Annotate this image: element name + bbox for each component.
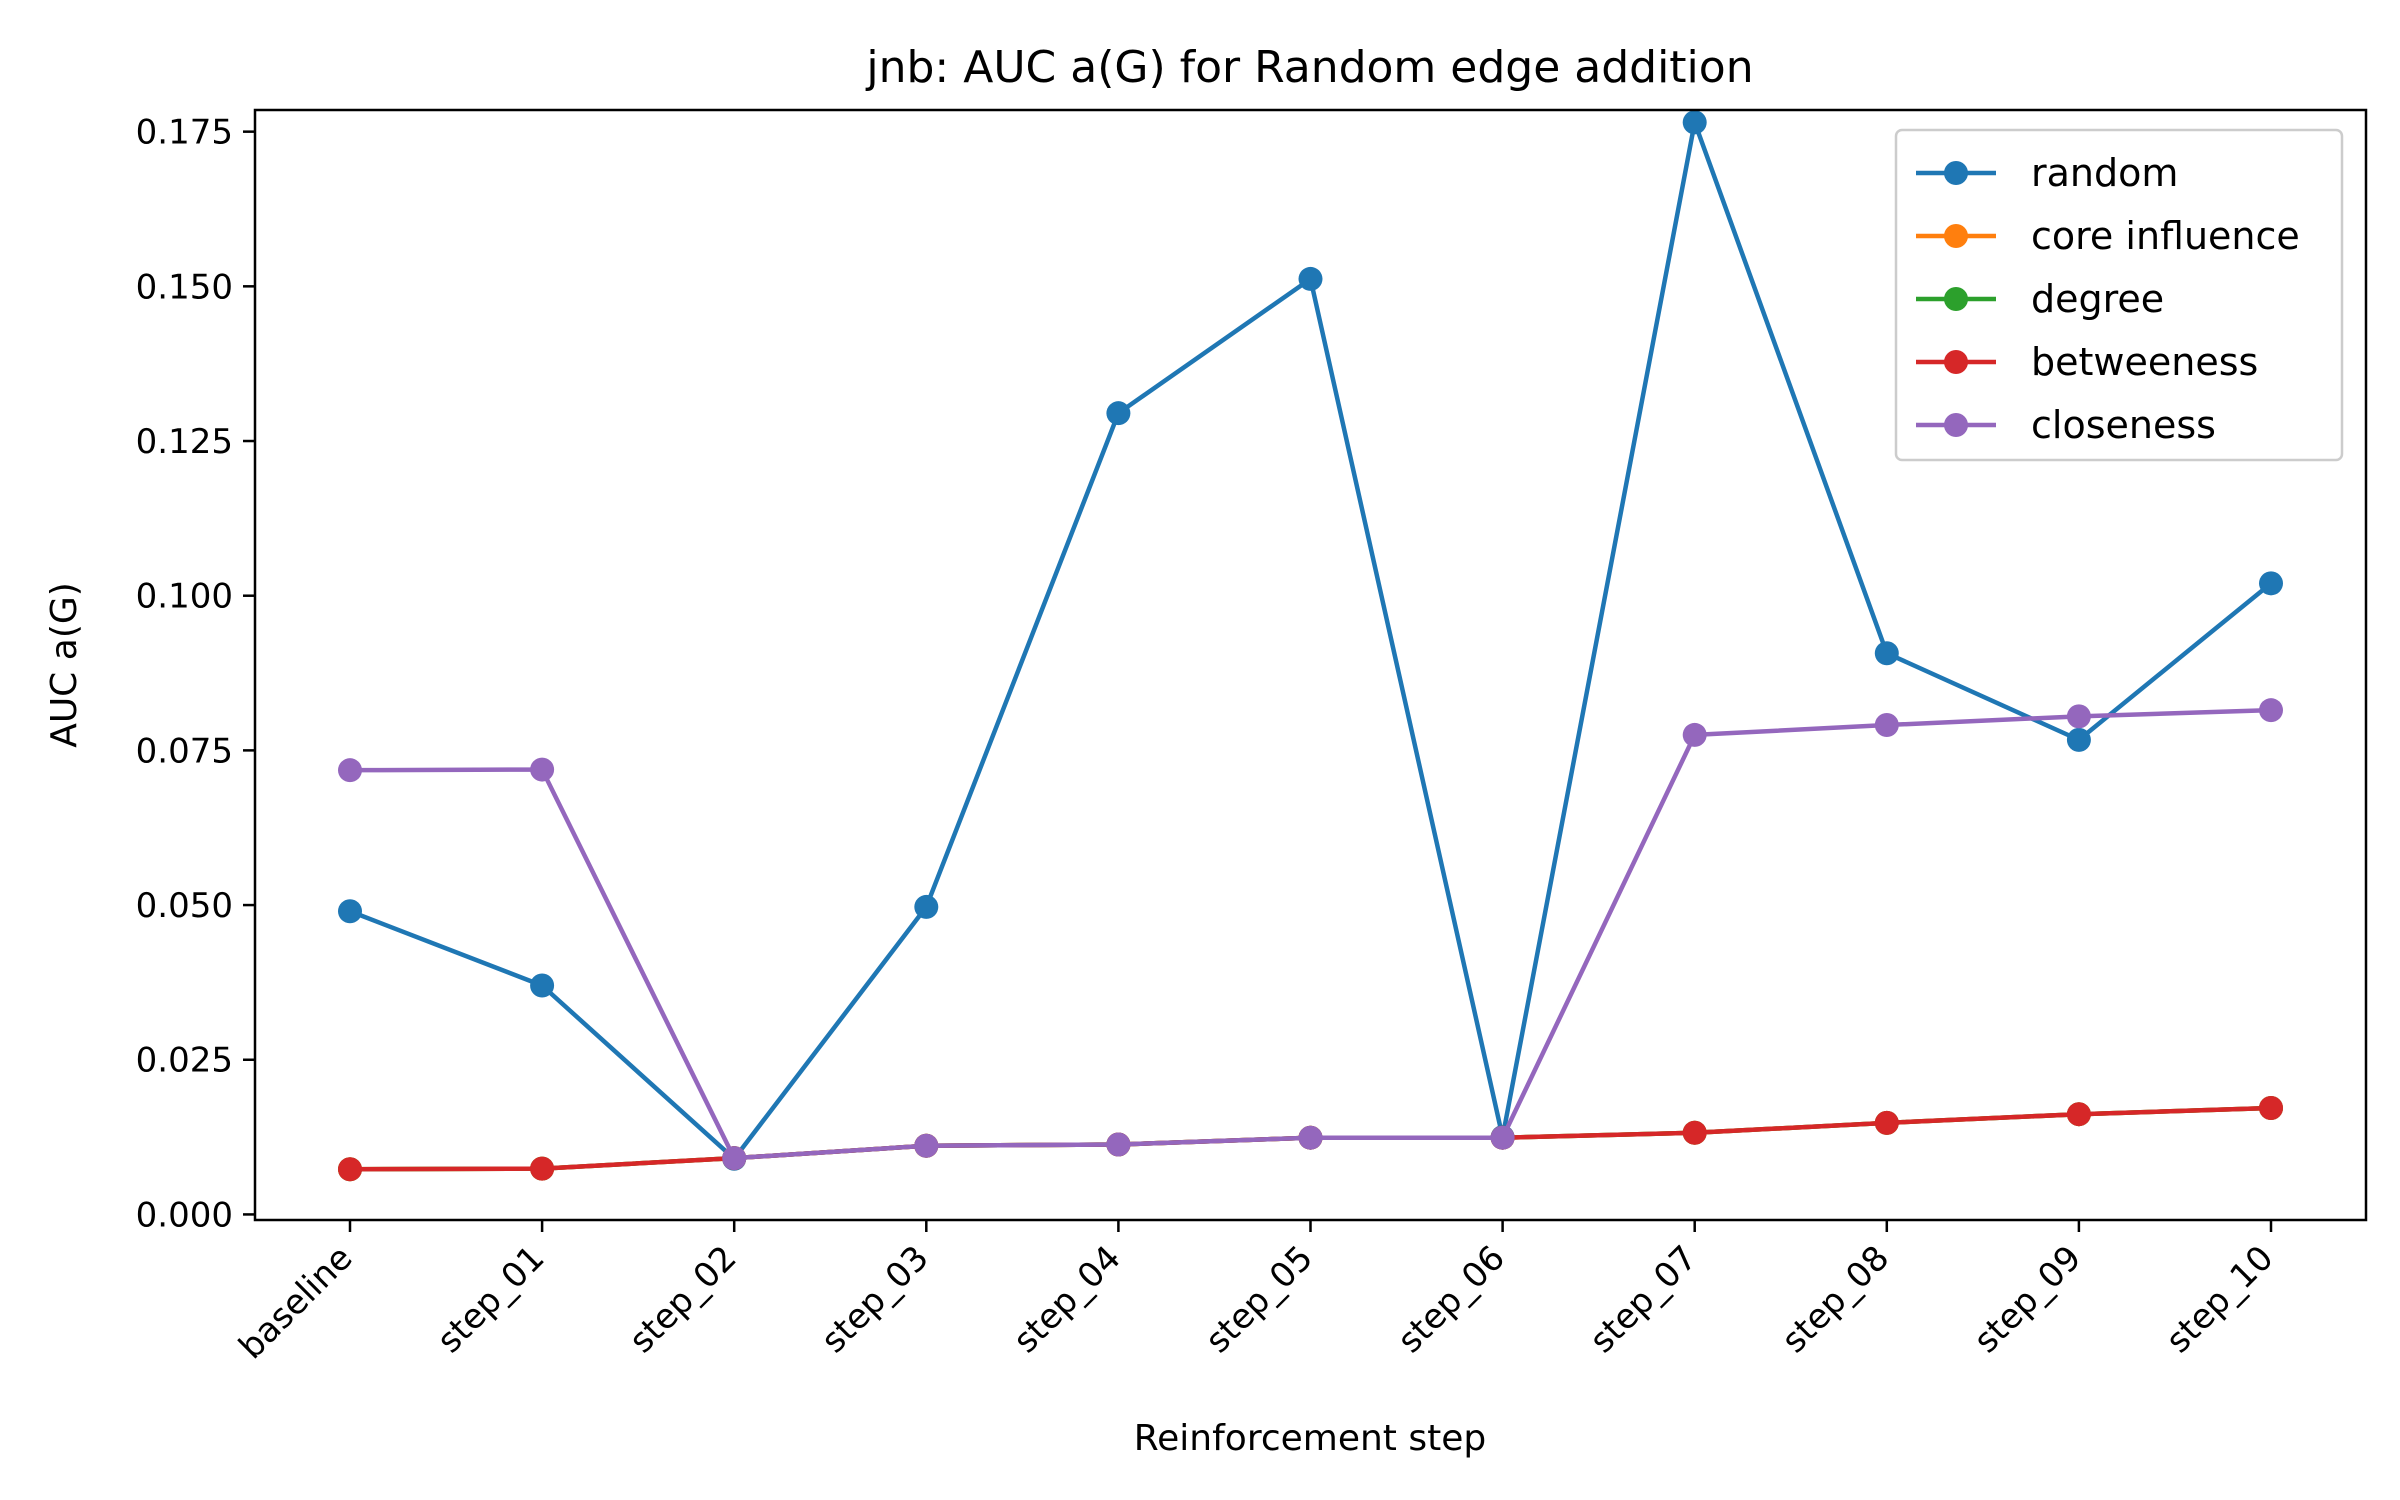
x-axis-title: Reinforcement step: [1134, 1418, 1486, 1459]
data-point-random: [914, 894, 939, 919]
y-tick-label: 0.075: [136, 731, 233, 771]
x-tick-label: step_05: [1198, 1238, 1321, 1361]
legend-marker: [1944, 413, 1968, 437]
x-tick-label: step_08: [1774, 1238, 1897, 1361]
data-point-closeness: [1874, 713, 1899, 738]
series-closeness: [338, 698, 2283, 1171]
data-point-closeness: [338, 758, 362, 783]
y-tick-label: 0.100: [136, 577, 233, 617]
legend-item-betweeness: betweeness: [1916, 340, 2258, 384]
x-axis: baseline step_01 step_02 step_03 step_04 step…: [231, 1220, 2281, 1367]
data-point-closeness: [1682, 722, 1707, 747]
x-tick-label: baseline: [231, 1238, 360, 1367]
series-layer: [338, 110, 2283, 1182]
legend-marker: [1944, 161, 1968, 185]
x-tick-label: step_10: [2158, 1238, 2281, 1361]
y-tick-label: 0.125: [136, 422, 233, 462]
y-tick-label: 0.000: [136, 1195, 233, 1235]
x-tick-label: step_06: [1390, 1238, 1513, 1361]
legend: random core influence degree betweeness clos…: [1894, 128, 2344, 462]
data-point-random: [1874, 641, 1899, 666]
y-axis-title: AUC a(G): [44, 582, 85, 748]
data-point-closeness: [2066, 704, 2091, 729]
data-point-closeness: [2259, 698, 2283, 723]
data-point-betweeness: [2066, 1102, 2091, 1127]
x-tick-label: step_03: [814, 1238, 937, 1361]
y-tick-label: 0.025: [136, 1041, 233, 1081]
data-point-random: [338, 899, 362, 924]
series-line-closeness: [349, 707, 2272, 1161]
x-tick-label: step_04: [1006, 1238, 1129, 1361]
y-tick-label: 0.150: [136, 267, 233, 307]
legend-item-closeness: closeness: [1916, 403, 2216, 447]
chart-title: jnb: AUC a(G) for Random edge addition: [865, 42, 1753, 93]
y-tick-label: 0.050: [136, 886, 233, 926]
legend-label: betweeness: [2031, 340, 2258, 384]
x-tick-label: step_02: [622, 1238, 745, 1361]
data-point-random: [1298, 266, 1323, 291]
data-point-closeness: [1106, 1132, 1131, 1157]
data-point-betweeness: [1682, 1120, 1707, 1145]
legend-label: core influence: [2031, 214, 2300, 258]
y-axis: 0.000 0.025 0.050 0.075 0.100 0.125 0.150 0.175: [136, 113, 255, 1235]
x-tick-label: step_01: [430, 1238, 553, 1361]
data-point-betweeness: [1874, 1110, 1899, 1135]
y-tick-label: 0.175: [136, 113, 233, 153]
data-point-random: [530, 973, 555, 998]
data-point-betweeness: [530, 1156, 555, 1181]
data-point-closeness: [1490, 1125, 1515, 1150]
legend-item-degree: degree: [1916, 277, 2164, 321]
legend-item-core-influence: core influence: [1916, 214, 2300, 258]
legend-label: closeness: [2031, 403, 2216, 447]
data-point-random: [2066, 727, 2091, 752]
data-point-betweeness: [338, 1157, 362, 1182]
legend-marker: [1944, 287, 1968, 311]
x-tick-label: step_07: [1582, 1238, 1705, 1361]
data-point-closeness: [722, 1146, 747, 1171]
legend-label: degree: [2031, 277, 2164, 321]
data-point-random: [2259, 571, 2283, 596]
legend-box: [1894, 128, 2344, 462]
data-point-closeness: [914, 1133, 939, 1158]
legend-marker: [1944, 224, 1968, 248]
data-point-closeness: [530, 757, 555, 782]
x-tick-label: step_09: [1966, 1238, 2089, 1361]
data-point-closeness: [1298, 1125, 1323, 1150]
data-point-random: [1682, 110, 1707, 135]
legend-marker: [1944, 350, 1968, 374]
data-point-random: [1106, 401, 1131, 426]
data-point-betweeness: [2259, 1096, 2283, 1121]
legend-item-random: random: [1916, 151, 2178, 195]
legend-label: random: [2031, 151, 2178, 195]
